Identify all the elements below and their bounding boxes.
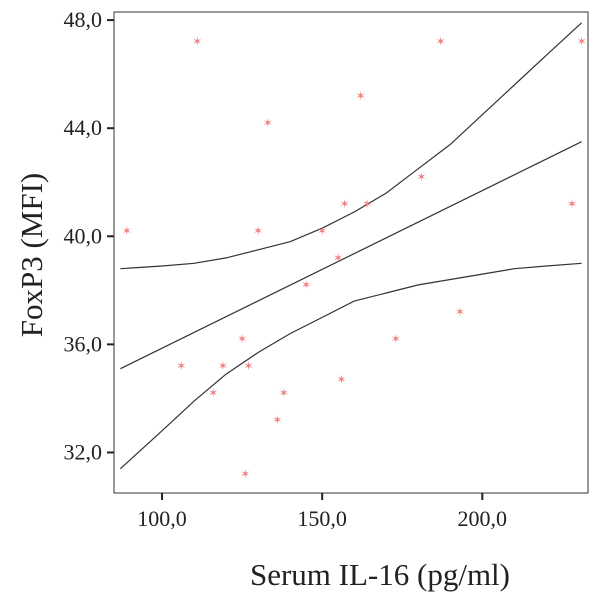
data-point: ✶ <box>333 251 343 265</box>
data-point: ✶ <box>577 35 587 49</box>
data-point: ✶ <box>340 197 350 211</box>
plot-area <box>113 11 589 494</box>
data-point: ✶ <box>208 386 218 400</box>
x-tick-label: 100,0 <box>137 506 187 531</box>
data-point: ✶ <box>263 116 273 130</box>
data-point: ✶ <box>243 359 253 373</box>
data-point: ✶ <box>218 359 228 373</box>
y-axis-title: FoxP3 (MFI) <box>14 173 49 338</box>
y-axis: 32,0 36,0 40,0 44,0 48,0 <box>64 7 114 464</box>
x-axis-title: Serum IL-16 (pg/ml) <box>250 557 510 592</box>
y-tick-label: 44,0 <box>64 115 103 140</box>
data-point: ✶ <box>279 386 289 400</box>
y-tick-label: 32,0 <box>64 439 103 464</box>
data-point: ✶ <box>336 373 346 387</box>
x-axis: 100,0 150,0 200,0 <box>137 493 507 531</box>
regression-lines <box>119 22 583 470</box>
data-point: ✶ <box>192 35 202 49</box>
data-point: ✶ <box>176 359 186 373</box>
data-point: ✶ <box>455 305 465 319</box>
data-point: ✶ <box>416 170 426 184</box>
x-tick-label: 200,0 <box>458 506 508 531</box>
data-points: ✶✶✶✶✶✶✶✶✶✶✶✶✶✶✶✶✶✶✶✶✶✶✶✶✶ <box>122 35 587 481</box>
data-point: ✶ <box>122 224 132 238</box>
data-point: ✶ <box>436 35 446 49</box>
data-point: ✶ <box>237 332 247 346</box>
data-point: ✶ <box>317 224 327 238</box>
fit-line <box>120 141 582 370</box>
data-point: ✶ <box>301 278 311 292</box>
y-tick-label: 36,0 <box>64 331 103 356</box>
y-tick-label: 40,0 <box>64 223 103 248</box>
data-point: ✶ <box>272 413 282 427</box>
ci-lower-line <box>119 262 582 470</box>
ci-upper-line <box>120 22 583 270</box>
x-tick-label: 150,0 <box>297 506 347 531</box>
data-point: ✶ <box>391 332 401 346</box>
data-point: ✶ <box>253 224 263 238</box>
data-point: ✶ <box>567 197 577 211</box>
data-point: ✶ <box>356 89 366 103</box>
y-tick-label: 48,0 <box>64 7 103 32</box>
data-point: ✶ <box>362 197 372 211</box>
data-point: ✶ <box>240 467 250 481</box>
